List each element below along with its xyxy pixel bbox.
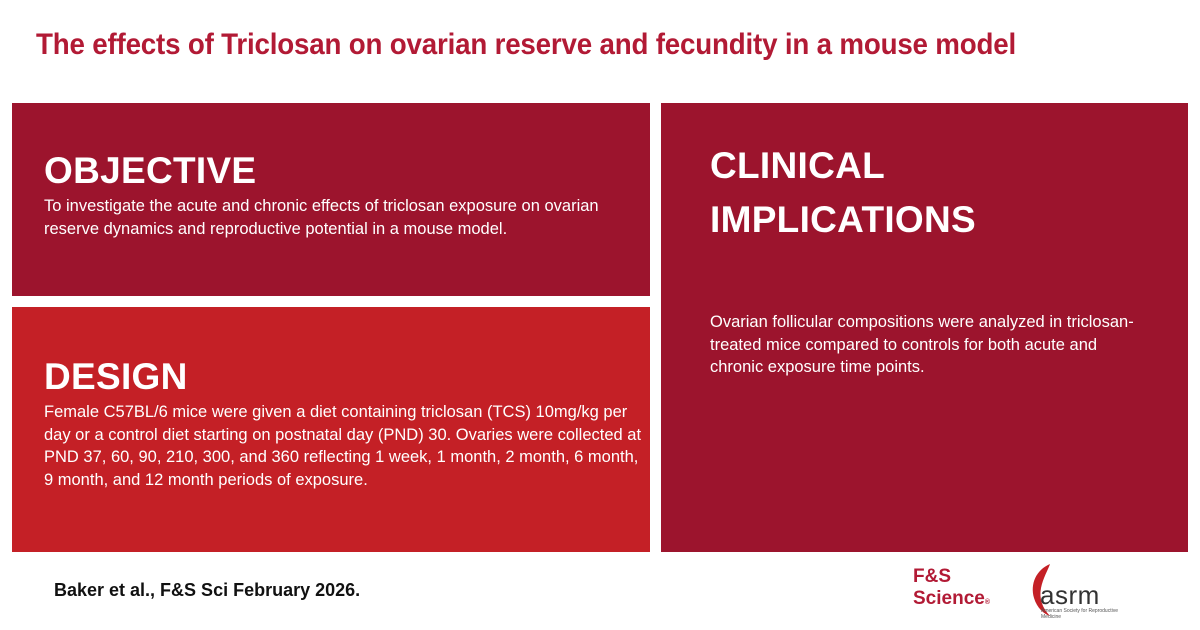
- fs-logo-line2: Science: [913, 588, 985, 609]
- objective-text: To investigate the acute and chronic eff…: [44, 197, 599, 238]
- fs-logo-mark: ®: [984, 599, 990, 606]
- design-panel: DESIGN Female C57BL/6 mice were given a …: [12, 307, 650, 552]
- design-text: Female C57BL/6 mice were given a diet co…: [44, 403, 642, 489]
- asrm-subtitle: American Society for Reproductive Medici…: [1041, 608, 1118, 620]
- objective-panel: OBJECTIVE To investigate the acute and c…: [12, 103, 650, 296]
- citation: Baker et al., F&S Sci February 2026.: [54, 580, 361, 600]
- clinical-implications-panel: CLINICAL IMPLICATIONS Ovarian follicular…: [661, 103, 1188, 552]
- fs-logo-line1: F&S: [913, 566, 951, 587]
- clinical-implications-text: Ovarian follicular compositions were ana…: [710, 313, 1134, 376]
- fs-science-logo: F&S Science®: [913, 566, 1003, 614]
- asrm-logo: asrm American Society for Reproductive M…: [1028, 562, 1118, 622]
- page-title: The effects of Triclosan on ovarian rese…: [36, 28, 1017, 61]
- asrm-swoosh-icon: [1032, 564, 1050, 616]
- design-heading: DESIGN: [44, 356, 188, 397]
- asrm-wordmark: asrm: [1040, 580, 1100, 610]
- clinical-implications-heading: CLINICAL IMPLICATIONS: [710, 145, 977, 240]
- objective-heading: OBJECTIVE: [44, 150, 257, 191]
